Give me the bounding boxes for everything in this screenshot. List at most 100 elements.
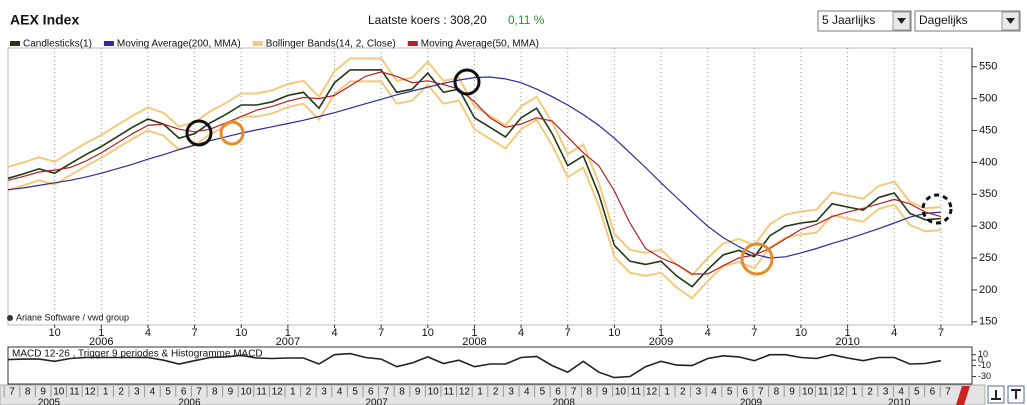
navigator-year: 2005	[38, 398, 61, 405]
navigator-month: 10	[802, 387, 814, 398]
macd-y-tick-label: 0	[978, 355, 983, 365]
navigator-month: 6	[742, 387, 748, 398]
x-tick-label: 7	[378, 327, 384, 339]
navigator-month: 11	[631, 387, 642, 398]
band-line	[7, 80, 941, 300]
navigator-month: 4	[337, 387, 343, 398]
navigator-month: 9	[602, 387, 608, 398]
legend-item: Candlesticks(1)	[10, 39, 92, 50]
legend-swatch	[10, 41, 20, 46]
navigator-month: 12	[833, 387, 845, 398]
series-line	[7, 352, 942, 379]
navigator-month: 6	[930, 387, 936, 398]
x-tick-label: 7	[565, 327, 571, 339]
y-tick-label: 550	[979, 61, 997, 73]
navigator-month: 2	[118, 387, 124, 398]
navigator-month: 11	[256, 387, 267, 398]
x-tick-label: 1	[471, 327, 477, 339]
y-tick-label: 150	[979, 316, 997, 328]
x-tick-label: 10	[422, 327, 434, 339]
navigator-handle	[956, 386, 970, 405]
navigator-month: 1	[477, 387, 483, 398]
navigator-month: 3	[508, 387, 514, 398]
x-tick-label: 4	[705, 327, 711, 339]
navigator-month: 11	[818, 387, 829, 398]
change: 0,11 %	[508, 13, 545, 27]
navigator-month: 3	[883, 387, 889, 398]
navigator-month: 11	[444, 387, 455, 398]
navigator-month: 8	[586, 387, 592, 398]
navigator-month: 5	[914, 387, 920, 398]
navigator-year: 2006	[178, 398, 201, 405]
x-tick-label: 1	[98, 327, 104, 339]
interval-select[interactable]: Dagelijks	[914, 10, 1021, 32]
period-select[interactable]: 5 Jaarlijks	[817, 10, 912, 32]
navigator-month: 5	[165, 387, 171, 398]
y-tick-label: 350	[979, 188, 997, 200]
macd-y-tick-label: -30	[978, 371, 991, 381]
y-tick-label: 500	[979, 93, 997, 105]
y-tick-label: 250	[979, 252, 997, 264]
period-value[interactable]: 5 Jaarlijks	[822, 13, 875, 27]
navigator-year: 2010	[888, 398, 911, 405]
navigator-month: 5	[540, 387, 546, 398]
navigator-year: 2008	[553, 398, 576, 405]
navigator-month: 7	[384, 387, 390, 398]
legend-swatch	[407, 41, 418, 46]
navigator-month: 2	[493, 387, 499, 398]
navigator-month: 6	[181, 387, 187, 398]
navigator-month: 10	[615, 387, 627, 398]
navigator-month: 2	[680, 387, 686, 398]
x-year-label: 2010	[835, 336, 859, 348]
navigator-month: 3	[696, 387, 702, 398]
x-tick-label: 10	[608, 327, 620, 339]
legend-label: Moving Average(200, MMA)	[117, 39, 241, 50]
navigator-month: 12	[272, 387, 284, 398]
navigator-month: 9	[228, 387, 234, 398]
x-tick-label: 1	[658, 327, 664, 339]
navigator-month: 2	[306, 387, 312, 398]
navigator-month: 12	[646, 387, 658, 398]
navigator-month: 12	[459, 387, 471, 398]
x-year-label: 2008	[462, 336, 486, 348]
navigator-month: 6	[368, 387, 374, 398]
legend-item: Moving Average(200, MMA)	[103, 39, 241, 50]
navigator-month: 10	[53, 387, 65, 398]
x-tick-label: 7	[751, 327, 757, 339]
navigator-month: 9	[789, 387, 795, 398]
legend-label: Bollinger Bands(14, 2, Close)	[266, 39, 396, 50]
legend-swatch	[252, 41, 263, 46]
legend-item: Bollinger Bands(14, 2, Close)	[252, 39, 396, 50]
macd-y-tick-label: -10	[978, 360, 991, 370]
x-tick-label: 10	[795, 327, 807, 339]
navigator-year: 2009	[740, 398, 763, 405]
instrument-title: AEX Index	[10, 12, 79, 28]
series-line	[7, 71, 942, 275]
x-tick-label: 7	[938, 327, 944, 339]
navigator-month: 8	[774, 387, 780, 398]
navigator-month: 10	[428, 387, 440, 398]
navigator-month: 5	[727, 387, 733, 398]
navigator-month: 4	[711, 387, 717, 398]
toolbar-icons[interactable]	[987, 385, 1025, 404]
navigator-month: 8	[399, 387, 405, 398]
x-tick-label: 4	[891, 327, 897, 339]
x-tick-label: 1	[845, 327, 851, 339]
y-tick-label: 200	[979, 284, 997, 296]
navigator-month: 9	[415, 387, 421, 398]
navigator-bg	[0, 384, 986, 405]
credit-icon	[7, 315, 13, 321]
x-tick-label: 10	[235, 327, 247, 339]
navigator-month: 4	[524, 387, 530, 398]
credit: Ariane Software / vwd group	[16, 312, 129, 322]
navigator-month: 7	[9, 387, 15, 398]
navigator-month: 1	[664, 387, 670, 398]
interval-value[interactable]: Dagelijks	[919, 13, 968, 27]
navigator-month: 8	[25, 387, 31, 398]
navigator-month: 7	[945, 387, 951, 398]
x-tick-label: 10	[49, 327, 61, 339]
macd-title: MACD 12-26 , Trigger 9 periodes & Histog…	[12, 349, 263, 360]
